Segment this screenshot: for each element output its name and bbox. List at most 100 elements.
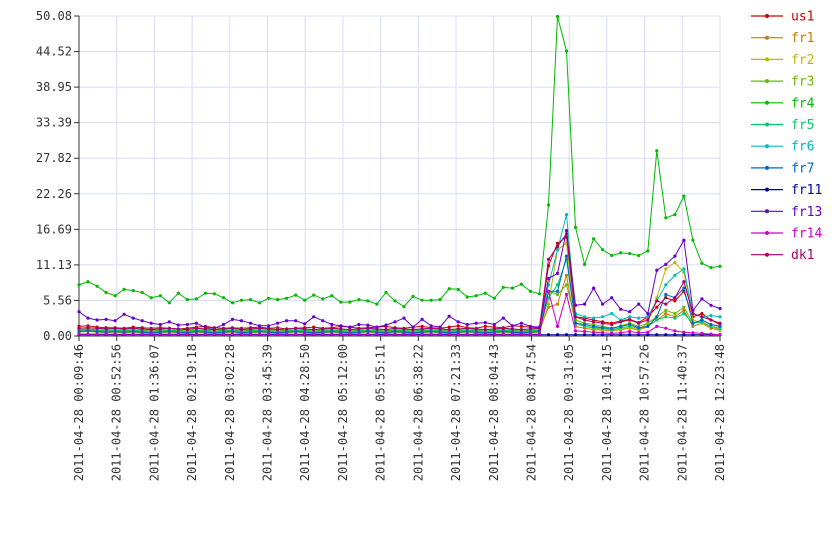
data-point [312, 315, 316, 319]
data-point [122, 312, 126, 316]
series-line-fr6 [78, 214, 721, 331]
data-point [664, 333, 668, 337]
data-point [95, 284, 99, 288]
data-point [682, 267, 686, 271]
series-us1 [77, 235, 722, 331]
data-point [104, 290, 108, 295]
data-point [158, 327, 162, 331]
data-point [628, 310, 632, 314]
series-line-fr13 [78, 230, 721, 329]
x-tick-label: 2011-04-28 05:12:00 [336, 344, 350, 481]
x-tick-label: 2011-04-28 04:28:50 [298, 344, 312, 481]
data-point [429, 298, 433, 302]
data-point [230, 326, 235, 330]
data-point [673, 333, 677, 337]
data-point [167, 329, 171, 334]
series-line-dk1 [78, 232, 721, 331]
data-point [619, 307, 623, 311]
data-point [583, 322, 587, 327]
data-point [528, 327, 533, 331]
data-point [700, 297, 704, 301]
data-point [158, 322, 162, 327]
data-point [285, 319, 289, 323]
legend-swatch-dot [765, 57, 769, 62]
chart-legend: us1 fr1 fr2 fr3 fr4 fr5 fr6 fr7 fr11 fr13 fr14 dk1 [751, 10, 822, 263]
data-point [465, 326, 469, 330]
data-point [510, 327, 514, 331]
data-point [420, 332, 424, 336]
data-point [610, 331, 614, 335]
data-point [357, 332, 361, 336]
series-dk1 [77, 232, 722, 332]
data-point [583, 318, 587, 322]
data-point [131, 316, 135, 320]
data-point [131, 289, 135, 293]
data-point [447, 325, 451, 329]
legend-swatch-dot [765, 100, 769, 105]
chart-axes [78, 16, 720, 337]
data-point [555, 324, 560, 328]
data-point [131, 329, 135, 334]
data-point [348, 328, 352, 332]
data-point [77, 326, 81, 330]
data-point [230, 317, 235, 321]
data-point [131, 326, 135, 330]
data-point [285, 332, 289, 336]
data-point [637, 321, 641, 325]
data-point [465, 295, 469, 299]
data-point [239, 328, 244, 332]
data-point [718, 321, 722, 325]
y-tick-label: 44.52 [36, 45, 72, 59]
data-point [402, 332, 406, 336]
data-point [312, 332, 316, 336]
data-point [104, 327, 108, 331]
data-point [276, 332, 280, 336]
data-point [610, 312, 614, 316]
data-point [474, 332, 478, 336]
data-point [619, 331, 623, 335]
data-point [194, 329, 198, 334]
data-point [104, 317, 108, 321]
data-point [628, 333, 632, 337]
data-point [330, 332, 334, 336]
data-point [366, 329, 370, 334]
x-tick-label: 2011-04-28 01:36:07 [147, 344, 161, 481]
data-point [673, 329, 677, 333]
data-point [194, 321, 198, 325]
data-point [185, 322, 189, 327]
data-point [465, 329, 469, 334]
x-tick-label: 2011-04-28 12:23:48 [713, 344, 727, 481]
data-point [303, 322, 307, 326]
data-point [276, 328, 280, 332]
data-point [673, 213, 677, 217]
data-point [691, 331, 695, 335]
data-point [212, 332, 216, 336]
data-point [673, 273, 677, 277]
data-point [420, 327, 424, 331]
data-point [483, 321, 487, 325]
y-tick-label: 27.82 [36, 151, 72, 165]
data-point [321, 297, 325, 301]
x-tick-label: 2011-04-28 00:09:46 [72, 344, 86, 481]
legend-item-fr4: fr4 [751, 96, 815, 111]
data-point [456, 332, 460, 336]
data-point [628, 329, 632, 334]
data-point [555, 289, 560, 293]
data-point [176, 291, 180, 295]
data-point [637, 316, 641, 320]
legend-item-fr3: fr3 [751, 75, 814, 90]
data-point [718, 306, 722, 311]
legend-label: fr3 [791, 75, 814, 90]
data-point [537, 292, 542, 296]
data-point [610, 326, 614, 330]
data-point [122, 287, 126, 291]
data-point [339, 327, 343, 331]
x-tick-label: 2011-04-28 05:55:11 [374, 344, 388, 481]
data-point [664, 262, 668, 266]
data-point [474, 327, 478, 331]
data-point [546, 276, 551, 281]
data-point [682, 194, 686, 198]
data-point [510, 324, 514, 328]
data-point [456, 287, 460, 291]
data-point [86, 280, 90, 284]
